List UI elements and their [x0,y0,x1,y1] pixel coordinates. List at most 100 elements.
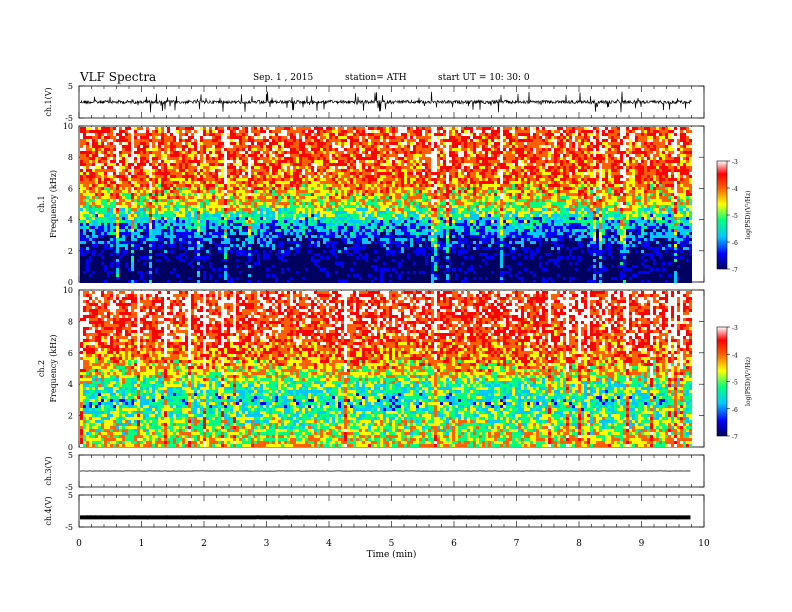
spectrogram-cell [272,175,275,178]
spectrogram-cell [137,226,140,229]
spectrogram-cell [251,190,254,193]
spectrogram-cell [254,244,257,247]
spectrogram-cell [317,229,320,232]
spectrogram-cell [338,229,341,232]
spectrogram-cell [128,166,131,169]
spectrogram-cell [296,214,299,217]
spectrogram-cell [203,139,206,142]
spectrogram-cell [113,175,116,178]
spectrogram-cell [350,214,353,217]
spectrogram-cell [125,142,128,145]
spectrogram-cell [266,250,269,253]
spectrogram-cell [128,190,131,193]
spectrogram-cell [161,154,164,157]
spectrogram-cell [149,145,152,148]
spectrogram-cell [245,199,248,202]
spectrogram-cell [80,247,83,250]
spectrogram-cell [158,163,161,166]
spectrogram-cell [170,133,173,136]
spectrogram-cell [137,187,140,190]
spectrogram-cell [224,172,227,175]
spectrogram-cell [89,247,92,250]
spectrogram-cell [140,232,143,235]
spectrogram-cell [263,220,266,223]
spectrogram-cell [293,205,296,208]
spectrogram-cell [134,151,137,154]
spectrogram-cell [122,247,125,250]
spectrogram-cell [248,145,251,148]
spectrogram-cell [164,199,167,202]
spectrogram-cell [269,169,272,172]
spectrogram-cell [338,259,341,262]
spectrogram-cell [161,226,164,229]
spectrogram-cell [308,217,311,220]
spectrogram-cell [239,133,242,136]
spectrogram-cell [113,211,116,214]
spectrogram-cell [245,223,248,226]
spectrogram-cell [101,235,104,238]
spectrogram-cell [305,253,308,256]
spectrogram-cell [329,253,332,256]
spectrogram-cell [98,214,101,217]
spectrogram-cell [137,196,140,199]
spectrogram-cell [239,223,242,226]
spectrogram-cell [104,244,107,247]
spectrogram-cell [170,244,173,247]
spectrogram-cell [254,157,257,160]
spectrogram-cell [194,169,197,172]
spectrogram-cell [104,277,107,280]
spectrogram-cell [233,127,236,130]
spectrogram-cell [290,145,293,148]
spectrogram-cell [209,208,212,211]
spectrogram-cell [233,226,236,229]
spectrogram-cell [152,208,155,211]
spectrogram-cell [92,211,95,214]
spectrogram-cell [221,193,224,196]
spectrogram-cell [83,247,86,250]
spectrogram-cell [110,217,113,220]
spectrogram-cell [143,250,146,253]
spectrogram-cell [242,214,245,217]
spectrogram-cell [257,196,260,199]
spectrogram-cell [338,127,341,130]
spectrogram-cell [287,169,290,172]
spectrogram-cell [98,244,101,247]
spectrogram-cell [101,133,104,136]
spectrogram-cell [233,163,236,166]
spectrogram-cell [167,190,170,193]
spectrogram-cell [116,211,119,214]
spectrogram-cell [344,148,347,151]
spectrogram-cell [251,178,254,181]
spectrogram-cell [110,241,113,244]
spectrogram-cell [230,169,233,172]
spectrogram-cell [272,148,275,151]
spectrogram-cell [185,169,188,172]
spectrogram-cell [284,160,287,163]
spectrogram-cell [350,187,353,190]
spectrogram-cell [194,262,197,265]
spectrogram-cell [137,214,140,217]
spectrogram-cell [284,220,287,223]
spectrogram-cell [140,130,143,133]
spectrogram-cell [221,199,224,202]
spectrogram-cell [317,139,320,142]
spectrogram-cell [167,154,170,157]
spectrogram-cell [227,232,230,235]
spectrogram-cell [149,223,152,226]
spectrogram-cell [347,127,350,130]
spectrogram-cell [164,184,167,187]
spectrogram-cell [176,163,179,166]
spectrogram-cell [329,145,332,148]
spectrogram-cell [311,280,314,283]
spectrogram-cell [320,262,323,265]
spectrogram-cell [275,196,278,199]
spectrogram-cell [125,241,128,244]
spectrogram-cell [170,181,173,184]
spectrogram-cell [275,184,278,187]
spectrogram-cell [296,157,299,160]
spectrogram-cell [101,190,104,193]
spectrogram-cell [110,250,113,253]
spectrogram-cell [248,136,251,139]
spectrogram-cell [341,184,344,187]
